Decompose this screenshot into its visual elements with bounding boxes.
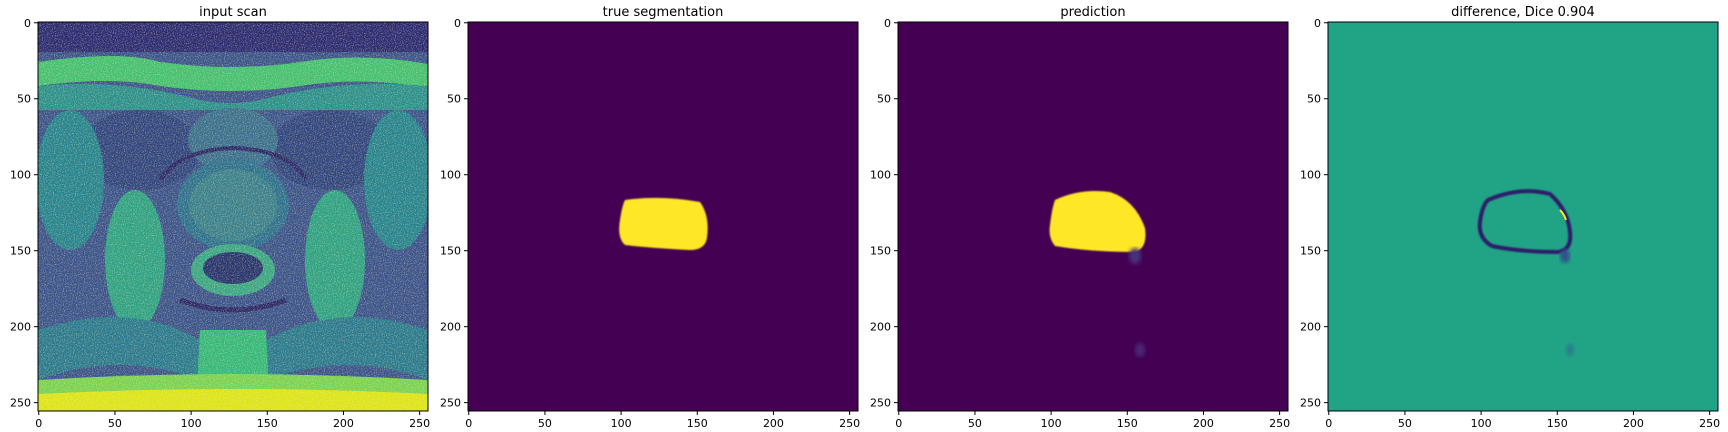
y-tick-label: 250	[10, 397, 31, 410]
panel-input-scan: input scan	[10, 5, 430, 430]
x-tick-label: 250	[839, 417, 860, 430]
x-tick-label: 50	[1398, 417, 1412, 430]
panel-title: true segmentation	[603, 5, 724, 20]
x-tick-label: 250	[1699, 417, 1720, 430]
y-tick-label: 50	[877, 93, 891, 106]
y-axis-ticks: 0 50 100 150 200 250	[1300, 17, 1328, 410]
y-tick-label: 150	[10, 245, 31, 258]
x-tick-label: 100	[611, 417, 632, 430]
x-tick-label: 0	[35, 417, 42, 430]
y-tick-label: 250	[1300, 397, 1321, 410]
x-tick-label: 200	[763, 417, 784, 430]
x-tick-label: 0	[465, 417, 472, 430]
y-tick-label: 100	[10, 169, 31, 182]
x-tick-label: 150	[1117, 417, 1138, 430]
x-axis-ticks: 0 50 100 150 200 250	[465, 411, 860, 430]
y-tick-label: 0	[1314, 17, 1321, 30]
x-tick-label: 100	[1041, 417, 1062, 430]
x-tick-label: 150	[687, 417, 708, 430]
difference-image	[1328, 22, 1718, 411]
y-tick-label: 200	[870, 321, 891, 334]
x-tick-label: 150	[257, 417, 278, 430]
y-axis-ticks: 0 50 100 150 200 250	[10, 17, 38, 410]
y-tick-label: 250	[440, 397, 461, 410]
y-tick-label: 200	[440, 321, 461, 334]
y-tick-label: 250	[870, 397, 891, 410]
x-tick-label: 50	[108, 417, 122, 430]
panel-difference: difference, Dice 0.904 0 50 100 150 200 250 0…	[1300, 5, 1720, 430]
y-tick-label: 100	[440, 169, 461, 182]
panel-true-segmentation: true segmentation 0 50 100 150 200 250 0 50 100…	[440, 5, 860, 430]
y-tick-label: 150	[1300, 245, 1321, 258]
x-tick-label: 250	[1269, 417, 1290, 430]
x-axis-ticks: 0 50 100 150 200 250	[35, 411, 430, 430]
y-tick-label: 100	[1300, 169, 1321, 182]
panel-title: difference, Dice 0.904	[1451, 5, 1595, 20]
y-axis-ticks: 0 50 100 150 200 250	[440, 17, 468, 410]
y-tick-label: 0	[24, 17, 31, 30]
y-axis-ticks: 0 50 100 150 200 250	[870, 17, 898, 410]
y-tick-label: 200	[10, 321, 31, 334]
panel-title: input scan	[199, 5, 267, 20]
true-mask	[619, 197, 708, 250]
x-tick-label: 200	[1193, 417, 1214, 430]
x-tick-label: 50	[538, 417, 552, 430]
y-tick-label: 0	[454, 17, 461, 30]
y-tick-label: 50	[1307, 93, 1321, 106]
y-tick-label: 50	[17, 93, 31, 106]
x-axis-ticks: 0 50 100 150 200 250	[1325, 411, 1720, 430]
y-tick-label: 100	[870, 169, 891, 182]
x-tick-label: 100	[1471, 417, 1492, 430]
x-tick-label: 100	[181, 417, 202, 430]
x-tick-label: 0	[895, 417, 902, 430]
difference-outline	[1477, 189, 1573, 255]
x-axis-ticks: 0 50 100 150 200 250	[895, 411, 1290, 430]
x-tick-label: 150	[1547, 417, 1568, 430]
y-tick-label: 150	[870, 245, 891, 258]
x-tick-label: 250	[409, 417, 430, 430]
predicted-mask	[1049, 191, 1146, 252]
x-tick-label: 200	[333, 417, 354, 430]
y-tick-label: 200	[1300, 321, 1321, 334]
panel-prediction: prediction 0 50 100 150 200 250 0 50 100 150 200 2…	[870, 5, 1290, 430]
y-tick-label: 0	[884, 17, 891, 30]
x-tick-label: 50	[968, 417, 982, 430]
y-tick-label: 50	[447, 93, 461, 106]
x-tick-label: 200	[1623, 417, 1644, 430]
mri-image	[38, 22, 428, 411]
x-tick-label: 0	[1325, 417, 1332, 430]
y-tick-label: 150	[440, 245, 461, 258]
panel-title: prediction	[1060, 5, 1125, 20]
